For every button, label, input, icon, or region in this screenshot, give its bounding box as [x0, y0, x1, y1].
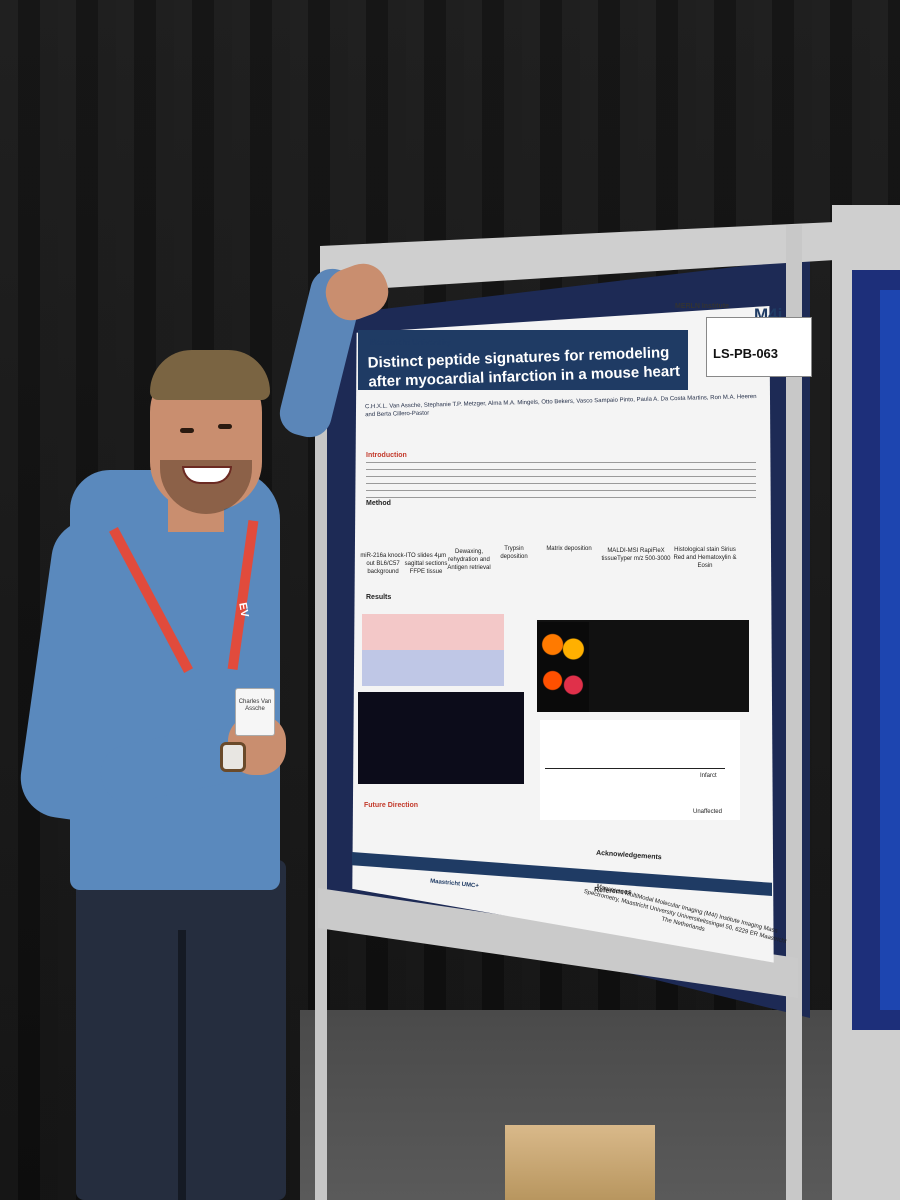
method-step-4: Trypsin deposition: [500, 546, 528, 560]
jeans-leg-gap: [178, 930, 186, 1200]
method-step-6: MALDI-MSI RapiFleX tissueTyper m/z 500-3…: [601, 548, 671, 562]
pca-component-images: [358, 692, 524, 784]
msi-clustering-image: [537, 622, 589, 712]
left-eye: [180, 428, 194, 433]
lanyard-text: EV: [236, 601, 251, 619]
hair: [150, 350, 270, 400]
badge-name: Charles Van Assche: [238, 699, 272, 712]
poster-title-band: [358, 330, 688, 390]
section-results: Results: [366, 594, 392, 601]
spectra-label-infarct: Infarct: [700, 773, 717, 779]
histology-heart-images: [362, 614, 504, 686]
poster-university: Maastricht University: [370, 338, 451, 347]
method-step-1: miR-216a knock-out BL6/C57 background: [360, 553, 406, 575]
neighbour-poster: [880, 290, 900, 1010]
method-step-7: Histological stain Sirius Red and Hemato…: [673, 547, 737, 569]
introduction-text-block: [366, 462, 756, 502]
board-frame-left: [315, 287, 327, 1200]
wristwatch: [220, 742, 246, 772]
spectra-label-unaffected: Unaffected: [693, 809, 722, 815]
board-frame-right: [786, 225, 802, 1200]
board-tag: LS-PB-063: [706, 317, 812, 377]
cardboard-box: [505, 1125, 655, 1200]
section-future-direction: Future Direction: [364, 802, 419, 809]
board-tag-label: LS-PB-063: [713, 346, 779, 361]
merln-logo: MERLN Institute: [675, 303, 730, 310]
section-method: Method: [366, 500, 391, 507]
right-eye: [218, 424, 232, 429]
name-badge: Charles Van Assche: [235, 688, 275, 736]
method-step-5: Matrix deposition: [546, 546, 592, 552]
section-introduction: Introduction: [366, 452, 407, 459]
spectra-baseline: [545, 768, 725, 769]
method-step-3: Dewaxing, rehydration and Antigen retrie…: [447, 549, 491, 571]
average-spectra-plot: [540, 720, 740, 820]
method-step-2: ITO slides 4µm sagittal sections FFPE ti…: [404, 553, 448, 575]
